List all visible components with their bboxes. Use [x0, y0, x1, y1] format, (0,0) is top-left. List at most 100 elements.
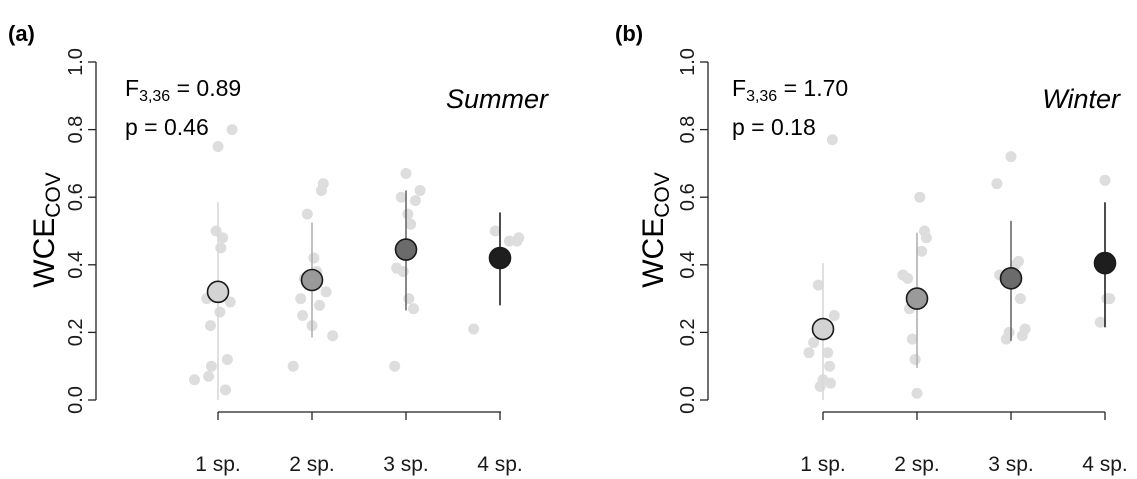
- raw-data-point: [327, 330, 339, 342]
- raw-data-point: [911, 387, 923, 399]
- y-tick-label: 0.8: [65, 116, 87, 144]
- raw-data-point: [403, 293, 415, 305]
- raw-data-point: [397, 266, 409, 278]
- raw-data-point: [402, 208, 414, 220]
- raw-data-point: [825, 377, 837, 389]
- raw-data-point: [1013, 255, 1025, 267]
- raw-data-point: [503, 235, 515, 247]
- raw-data-point: [1094, 316, 1106, 328]
- mean-point: [488, 246, 512, 270]
- mean-point: [300, 268, 324, 292]
- raw-data-point: [991, 178, 1003, 190]
- season-label: Summer: [446, 84, 549, 114]
- raw-data-point: [812, 279, 824, 291]
- p-value: p = 0.18: [732, 114, 816, 140]
- p-value: p = 0.46: [125, 114, 209, 140]
- y-tick-label: 0.0: [65, 386, 87, 414]
- raw-data-point: [513, 232, 525, 244]
- mean-point: [394, 238, 418, 261]
- x-tick-label: 1 sp.: [800, 453, 846, 476]
- y-axis-label-main: WCE: [28, 218, 61, 288]
- y-tick-label: 0.6: [677, 183, 699, 211]
- raw-data-point: [826, 134, 838, 146]
- x-tick-label: 1 sp.: [195, 453, 241, 476]
- raw-data-point: [408, 303, 420, 315]
- f-statistic: F3,36 = 0.89: [125, 75, 241, 105]
- raw-data-point: [409, 195, 421, 207]
- raw-data-point: [320, 286, 332, 298]
- f-symbol: F: [125, 75, 139, 101]
- raw-data-point: [314, 299, 326, 311]
- raw-data-point: [297, 310, 309, 321]
- raw-data-point: [189, 374, 200, 386]
- raw-data-point: [909, 353, 921, 365]
- raw-data-point: [295, 293, 307, 305]
- panel-b: (b) 0.0 0.2 0.4 0.6 0.8 1.0 WCECOV 1 sp. 2 sp. 3 s…: [615, 21, 1128, 476]
- raw-data-point: [205, 360, 217, 372]
- raw-data-point: [824, 360, 836, 372]
- f-degrees-of-freedom: 3,36: [746, 88, 777, 105]
- y-tick-label: 1.0: [677, 48, 699, 76]
- y-tick-label: 0.0: [677, 386, 699, 414]
- raw-data-point: [217, 232, 229, 244]
- raw-data-point: [1003, 326, 1015, 338]
- y-tick-label: 0.4: [677, 251, 699, 279]
- mean-point: [811, 317, 835, 341]
- x-tick-label: 3 sp.: [988, 453, 1034, 476]
- raw-data-point: [1005, 151, 1017, 163]
- x-tick-label: 4 sp.: [1082, 453, 1128, 476]
- x-tick-label: 2 sp.: [894, 453, 940, 476]
- raw-data-point: [808, 337, 820, 349]
- raw-data-point: [902, 272, 914, 284]
- raw-data-point: [226, 124, 238, 136]
- raw-data-point: [287, 360, 299, 372]
- raw-data-point: [212, 141, 224, 152]
- mean-point: [1093, 251, 1117, 275]
- x-tick-label: 4 sp.: [477, 453, 523, 476]
- raw-data-point: [828, 310, 840, 321]
- raw-data-point: [916, 245, 928, 257]
- panel-a: (a) 0.0 0.2 0.4 0.6 0.8 1.0 WCECOV 1 sp. 2 sp. 3 s…: [8, 21, 549, 476]
- raw-data-point: [395, 191, 407, 203]
- raw-data-point: [214, 306, 226, 318]
- y-axis-label-subscript: COV: [651, 172, 674, 218]
- raw-data-point: [301, 208, 313, 220]
- raw-data-point: [468, 323, 480, 335]
- y-axis-label: WCECOV: [637, 172, 674, 288]
- raw-data-point: [308, 252, 320, 264]
- raw-data-point: [221, 353, 233, 365]
- panel-label: (a): [8, 21, 35, 46]
- season-label: Winter: [1042, 84, 1121, 114]
- raw-data-point: [400, 168, 412, 180]
- raw-data-point: [204, 320, 216, 332]
- raw-data-point: [803, 347, 815, 359]
- raw-data-point: [489, 225, 501, 237]
- raw-data-point: [414, 184, 426, 196]
- f-value: = 1.70: [777, 75, 848, 101]
- raw-data-point: [1104, 293, 1116, 305]
- raw-data-point: [389, 360, 401, 372]
- raw-data-point: [1099, 174, 1111, 186]
- y-tick-label: 0.6: [65, 183, 87, 211]
- raw-data-point: [224, 296, 236, 308]
- raw-data-point: [822, 347, 834, 359]
- f-statistic: F3,36 = 1.70: [732, 75, 848, 105]
- panel-label: (b): [615, 21, 643, 46]
- y-axis-label-subscript: COV: [42, 172, 65, 218]
- raw-data-point: [215, 242, 227, 254]
- f-degrees-of-freedom: 3,36: [139, 88, 170, 105]
- mean-point: [905, 287, 929, 310]
- raw-data-point: [210, 225, 222, 237]
- raw-data-point: [203, 370, 215, 382]
- y-tick-label: 0.2: [677, 318, 699, 346]
- f-symbol: F: [732, 75, 746, 101]
- f-value: = 0.89: [170, 75, 241, 101]
- y-tick-label: 0.8: [677, 116, 699, 144]
- raw-data-point: [405, 218, 417, 230]
- raw-data-point: [920, 232, 932, 244]
- raw-data-point: [1014, 293, 1026, 305]
- y-axis-label: WCECOV: [28, 172, 65, 288]
- raw-data-point: [1019, 323, 1031, 335]
- raw-data-point: [317, 178, 329, 190]
